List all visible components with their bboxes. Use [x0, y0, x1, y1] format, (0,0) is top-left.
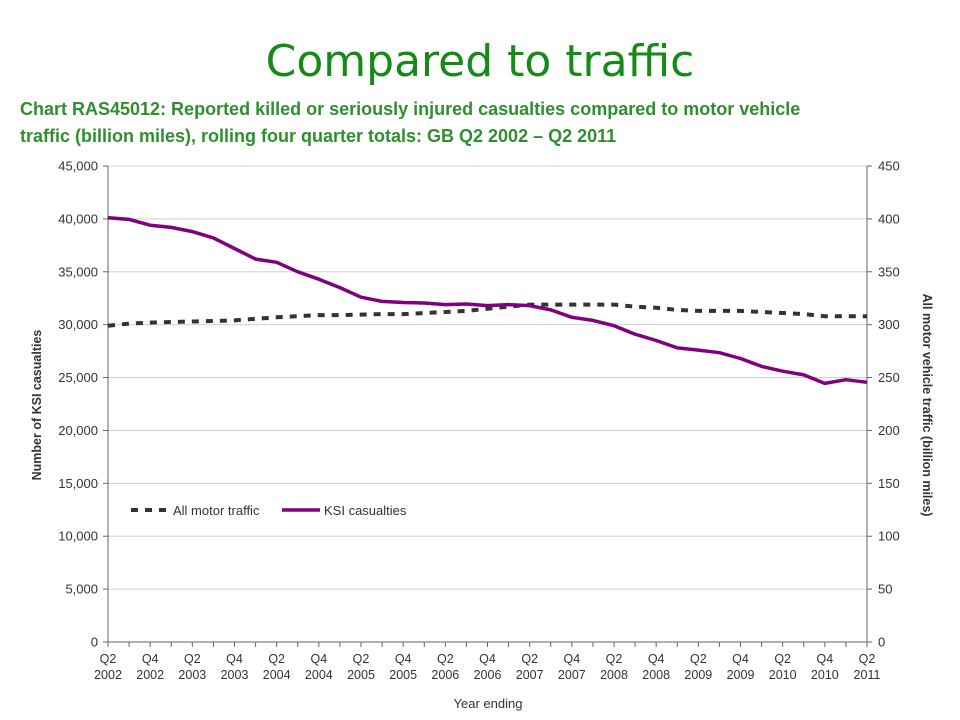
legend: All motor traffic KSI casualties: [131, 503, 407, 518]
y-right-tick-label: 250: [878, 370, 900, 385]
y-left-tick-label: 30,000: [58, 317, 98, 332]
x-tick-label-year: 2010: [811, 668, 839, 682]
y-right-tick-label: 0: [878, 635, 885, 650]
y-left-tick-label: 25,000: [58, 370, 98, 385]
x-tick-label-quarter: Q4: [479, 652, 496, 666]
x-tick-label-quarter: Q4: [563, 652, 580, 666]
x-tick-label-quarter: Q2: [353, 652, 370, 666]
x-tick-label-year: 2003: [221, 668, 249, 682]
line-chart: 0 5,000 10,000 15,000 20,000 25,000 30,000 35,0…: [30, 159, 934, 712]
y-axis-right-label: All motor vehicle traffic (billion miles…: [920, 294, 934, 517]
x-tick-label-year: 2004: [263, 668, 291, 682]
y-left-tick-label: 10,000: [58, 529, 98, 544]
y-right-tick-label: 50: [878, 582, 892, 597]
x-tick-label-quarter: Q2: [521, 652, 538, 666]
x-tick-label-year: 2003: [178, 668, 206, 682]
left-axis-ticks: 0 5,000 10,000 15,000 20,000 25,000 30,000 35,0…: [58, 159, 108, 650]
y-left-tick-label: 0: [91, 635, 98, 650]
y-left-tick-label: 40,000: [58, 211, 98, 226]
y-right-tick-label: 200: [878, 423, 900, 438]
legend-label-ksi-casualties: KSI casualties: [324, 503, 407, 518]
gridlines: [108, 165, 867, 590]
x-tick-label-year: 2005: [347, 668, 375, 682]
x-tick-label-year: 2007: [516, 668, 544, 682]
series-lines: [107, 216, 868, 386]
x-tick-label-quarter: Q2: [606, 652, 623, 666]
x-tick-label-year: 2002: [136, 668, 164, 682]
y-left-tick-label: 35,000: [58, 264, 98, 279]
x-tick-label-quarter: Q2: [184, 652, 201, 666]
x-tick-label-year: 2006: [431, 668, 459, 682]
legend-label-all-motor-traffic: All motor traffic: [173, 503, 260, 518]
y-left-tick-label: 45,000: [58, 159, 98, 174]
y-right-tick-label: 400: [878, 211, 900, 226]
chart-title-line-1: Chart RAS45012: Reported killed or serio…: [20, 99, 801, 119]
x-axis-label: Year ending: [454, 696, 523, 711]
right-axis-ticks: 0 50 100 150 200 250 300 350 400 450: [867, 159, 900, 650]
y-left-tick-label: 15,000: [58, 476, 98, 491]
chart-title: Chart RAS45012: Reported killed or serio…: [20, 96, 950, 150]
x-tick-label-quarter: Q4: [648, 652, 665, 666]
x-tick-label-quarter: Q2: [268, 652, 285, 666]
y-right-tick-label: 300: [878, 317, 900, 332]
x-tick-label-quarter: Q4: [226, 652, 243, 666]
y-right-tick-label: 450: [878, 159, 900, 174]
x-tick-label-quarter: Q2: [690, 652, 707, 666]
x-tick-label-year: 2005: [389, 668, 417, 682]
x-axis-ticks: Q2 2002 Q4 2002 Q2 2003 Q4 2003 Q2 2004 Q4 2004 Q2 20…: [94, 642, 880, 682]
y-right-tick-label: 100: [878, 529, 900, 544]
y-axis-left-label: Number of KSI casualties: [30, 330, 44, 481]
y-right-tick-label: 350: [878, 264, 900, 279]
y-left-tick-label: 20,000: [58, 423, 98, 438]
x-tick-label-quarter: Q2: [100, 652, 117, 666]
series-line-ksi-casualties: [107, 216, 868, 386]
x-tick-label-quarter: Q2: [437, 652, 454, 666]
x-tick-label-year: 2006: [474, 668, 502, 682]
x-tick-label-year: 2011: [854, 668, 881, 682]
x-tick-label-quarter: Q4: [310, 652, 327, 666]
x-tick-label-year: 2008: [600, 668, 628, 682]
series-line-all-motor-traffic: [107, 302, 867, 328]
x-tick-label-year: 2009: [727, 668, 755, 682]
x-tick-label-quarter: Q2: [859, 652, 876, 666]
x-tick-label-year: 2009: [684, 668, 712, 682]
x-tick-label-quarter: Q4: [395, 652, 412, 666]
y-right-tick-label: 150: [878, 476, 900, 491]
chart-title-line-2: traffic (billion miles), rolling four qu…: [20, 126, 617, 146]
x-tick-label-year: 2004: [305, 668, 333, 682]
x-tick-label-quarter: Q4: [816, 652, 833, 666]
x-tick-label-quarter: Q4: [732, 652, 749, 666]
x-tick-label-quarter: Q2: [774, 652, 791, 666]
x-tick-label-year: 2007: [558, 668, 586, 682]
axes: [107, 166, 868, 643]
x-tick-label-year: 2010: [769, 668, 797, 682]
x-tick-label-year: 2008: [642, 668, 670, 682]
x-tick-label-quarter: Q4: [142, 652, 159, 666]
y-left-tick-label: 5,000: [65, 582, 98, 597]
x-tick-label-year: 2002: [94, 668, 122, 682]
slide-title: Compared to traffic: [265, 36, 695, 87]
